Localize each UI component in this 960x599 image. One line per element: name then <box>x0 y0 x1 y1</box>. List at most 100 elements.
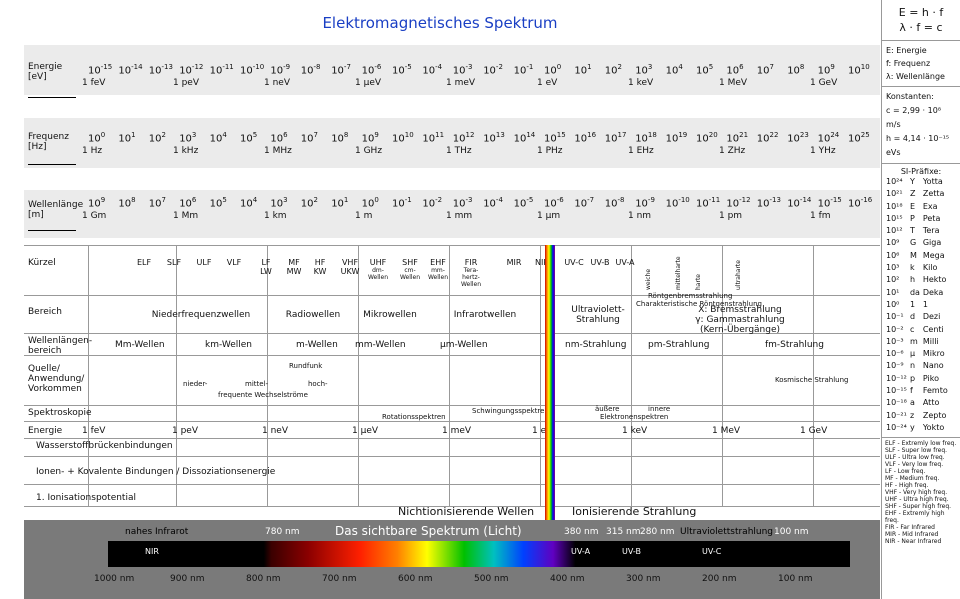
spek-rotation: Rotationsspektren <box>382 413 446 421</box>
bindung-h: Wasserstoffbrückenbindungen <box>36 441 173 451</box>
scale-exp: 104 <box>209 131 227 145</box>
abbrev-item: LF - Low freq. <box>885 468 926 476</box>
scale-exp: 10-5 <box>392 63 412 77</box>
scale-exp: 108 <box>787 63 805 77</box>
scale-exp: 10-3 <box>452 196 473 210</box>
scale-exp: 109 <box>88 196 106 210</box>
scale-exp: 1010 <box>848 63 870 77</box>
energie2-item: 1 meV <box>442 426 472 436</box>
si-prefix-cell: Hekto <box>922 275 947 285</box>
scale-exp: 1024 <box>817 131 840 145</box>
scale-exp: 10-13 <box>756 196 781 210</box>
visible-tick: 800 nm <box>246 574 281 584</box>
visible-title: Das sichtbare Spektrum (Licht) <box>335 524 522 538</box>
scale-exp: 1018 <box>635 131 657 145</box>
si-prefix-row: 10²¹ Z Zetta <box>886 188 956 200</box>
si-prefix-cell: 1 <box>909 299 916 309</box>
scale-exp: 1014 <box>513 131 536 145</box>
energie2-label: Energie <box>28 426 63 436</box>
scale-exp: 10-9 <box>635 196 655 210</box>
abbrev-item: MF - Medium freq. <box>885 475 940 483</box>
si-prefix-row: 10⁹ G Giga <box>886 237 956 249</box>
grid-line <box>358 245 359 506</box>
kuerzel-item: UV-B <box>590 258 610 267</box>
si-prefix-cell: G <box>909 238 917 248</box>
si-prefix-cell: Y <box>909 177 915 186</box>
scale-exp: 10-16 <box>848 196 873 210</box>
si-prefix-row: 10⁻⁶ µ Mikro <box>886 348 956 360</box>
abbrev-item: ELF - Extremly low freq. <box>885 440 957 448</box>
scale-unit: 1 GeV <box>810 78 838 88</box>
visible-tick: 700 nm <box>322 574 357 584</box>
visible-top-label: 380 nm <box>564 527 599 537</box>
kuerzel-item: UV-A <box>615 258 635 267</box>
si-prefix-cell: Femto <box>922 386 948 396</box>
scale-exp: 106 <box>726 63 744 77</box>
scale-unit: 1 µm <box>537 211 561 221</box>
divider <box>24 421 880 422</box>
abbrev-item: HF - High freq. <box>885 482 929 490</box>
grid-line <box>88 245 89 506</box>
si-prefix-cell: 10⁻¹⁵ <box>886 386 907 396</box>
scale-unit: 1 m <box>355 211 373 221</box>
si-prefix-cell: f <box>909 386 913 396</box>
divider <box>24 484 880 485</box>
si-prefix-row: 10⁻¹² p Piko <box>886 373 956 385</box>
scale-exp: 1017 <box>604 131 627 145</box>
spek-schwingung: Schwingungsspektren <box>472 407 549 415</box>
divider <box>24 506 880 507</box>
si-prefix-cell: 10⁻²⁴ <box>886 422 907 432</box>
si-prefix-cell: a <box>909 398 915 408</box>
visible-segment: UV-B <box>622 547 641 556</box>
scale-exp: 10-6 <box>544 196 564 210</box>
kuerzel-item: ULF <box>196 258 212 267</box>
energy-band <box>24 45 880 95</box>
scale-exp: 1012 <box>452 131 475 145</box>
si-prefix-cell: µ <box>909 349 916 359</box>
si-prefix-row: 10⁻¹ d Dezi <box>886 311 956 323</box>
si-prefix-cell: da <box>909 287 920 297</box>
si-prefix-cell: 10⁹ <box>886 238 900 248</box>
scale-exp: 10-10 <box>240 63 265 77</box>
scale-exp: 105 <box>240 131 258 145</box>
quelle-mittel: mittel- <box>245 380 269 388</box>
si-prefix-cell: M <box>909 250 917 260</box>
kuerzel-sub: Tera- hertz- Wellen <box>460 267 482 288</box>
si-prefix-cell: 10⁶ <box>886 250 900 260</box>
scale-unit: 1 Mm <box>173 211 199 221</box>
scale-exp: 10-12 <box>726 196 751 210</box>
kuerzel-sub: mm- Wellen <box>427 267 449 281</box>
scale-exp: 10-2 <box>483 63 503 77</box>
si-prefix-row: 10¹ da Deka <box>886 287 956 299</box>
scale-unit: 1 MHz <box>264 146 292 156</box>
scale-unit: 1 keV <box>628 78 654 88</box>
scale-exp: 101 <box>331 196 349 210</box>
spek-aeussere: äußere <box>595 405 620 413</box>
si-prefix-cell: Centi <box>922 324 944 334</box>
kuerzel-item: HF KW <box>313 258 327 276</box>
si-prefix-cell: Tera <box>922 226 940 236</box>
scale-exp: 106 <box>270 131 288 145</box>
si-prefix-cell: Z <box>909 189 916 199</box>
si-prefix-cell: Yokto <box>922 422 945 432</box>
legend-item: λ: Wellenlänge <box>886 72 945 81</box>
visible-top-label: 315 nm <box>606 527 641 537</box>
scale-exp: 10-7 <box>574 196 595 210</box>
divider <box>24 438 880 439</box>
energie2-item: 1 peV <box>172 426 198 436</box>
scale-unit: 1 kHz <box>173 146 199 156</box>
si-prefix-row: 10¹² T Tera <box>886 225 956 237</box>
scale-unit: 1 mm <box>446 211 473 221</box>
formula-energy: E = h · f <box>898 6 944 19</box>
energy-arrow <box>28 97 76 98</box>
visible-tick: 300 nm <box>626 574 661 584</box>
abbrev-item: MIR - Mid Infrared <box>885 531 939 539</box>
si-prefix-cell: T <box>909 226 915 236</box>
wlbereich-item: km-Wellen <box>205 340 253 350</box>
scale-exp: 10-12 <box>179 63 204 77</box>
divider <box>24 355 880 356</box>
kuerzel-item: VLF <box>226 258 242 267</box>
spek-elektronen: Elektronenspektren <box>600 413 669 421</box>
scale-exp: 103 <box>635 63 653 77</box>
xray-sub: weiche <box>645 268 652 290</box>
